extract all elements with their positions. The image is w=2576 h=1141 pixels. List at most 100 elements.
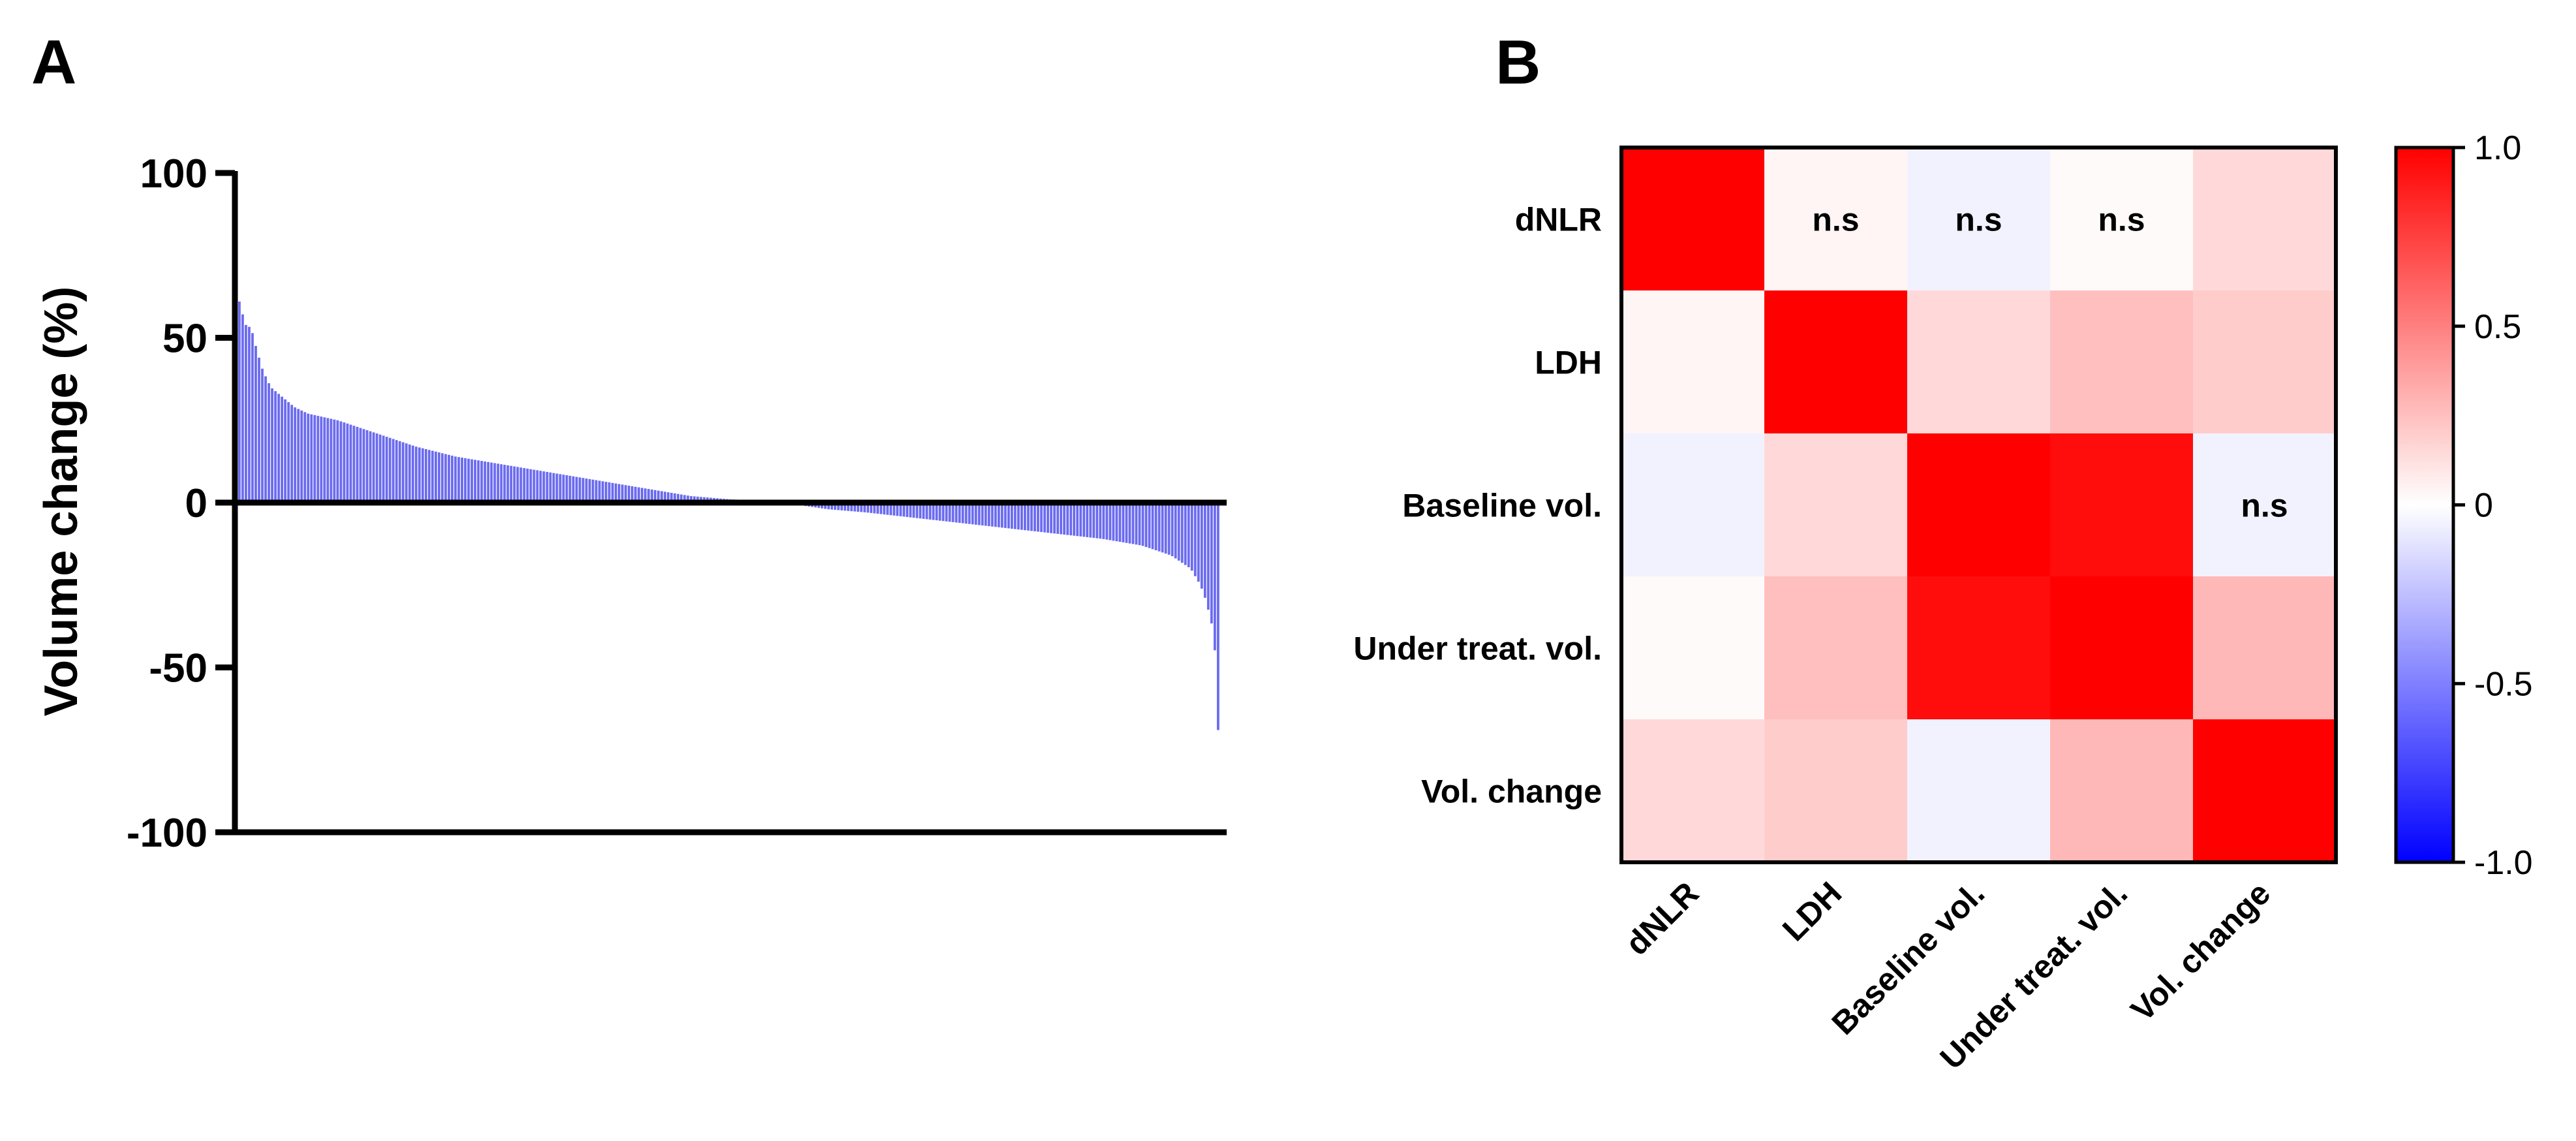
bar-6 xyxy=(254,345,257,503)
bar-225 xyxy=(971,503,974,525)
column-label: LDH xyxy=(1775,875,1848,948)
colorbar-ticks: 1.0 0.5 0 -0.5 -1.0 xyxy=(2453,129,2533,882)
bar-79 xyxy=(493,463,497,503)
bar-281 xyxy=(1154,503,1158,551)
bar-254 xyxy=(1066,503,1069,535)
bar-89 xyxy=(526,468,529,503)
bar-24 xyxy=(313,414,316,503)
bar-213 xyxy=(932,503,935,520)
bar-36 xyxy=(352,426,356,503)
heatmap-cell xyxy=(2050,576,2194,720)
bar-218 xyxy=(948,503,951,522)
bar-83 xyxy=(506,465,510,503)
bar-35 xyxy=(349,424,352,503)
bar-216 xyxy=(942,503,945,522)
bar-41 xyxy=(369,431,372,503)
bar-27 xyxy=(323,417,326,503)
bar-211 xyxy=(925,503,928,520)
bar-103 xyxy=(572,476,575,503)
bar-184 xyxy=(837,503,840,510)
bar-230 xyxy=(987,503,990,527)
bar-68 xyxy=(457,457,460,503)
bar-286 xyxy=(1171,503,1174,557)
bar-59 xyxy=(427,450,431,503)
bar-228 xyxy=(981,503,984,525)
bar-210 xyxy=(922,503,925,519)
bar-108 xyxy=(588,478,591,503)
bar-55 xyxy=(414,446,418,503)
significance-label: n.s xyxy=(2098,202,2145,238)
bar-9 xyxy=(264,376,267,503)
bar-29 xyxy=(330,418,333,503)
bar-5 xyxy=(251,333,254,503)
bar-276 xyxy=(1138,503,1141,546)
bar-257 xyxy=(1076,503,1079,537)
colorbar-tick-label: -0.5 xyxy=(2474,665,2533,703)
bar-255 xyxy=(1069,503,1073,536)
bar-234 xyxy=(1000,503,1004,528)
bar-237 xyxy=(1010,503,1013,529)
bar-183 xyxy=(834,503,836,510)
colorbar-tick-label: -1.0 xyxy=(2474,844,2533,882)
heatmap-cell xyxy=(1907,433,2051,577)
bar-16 xyxy=(287,402,290,503)
bar-118 xyxy=(621,484,624,503)
bar-114 xyxy=(607,482,611,503)
bar-62 xyxy=(438,452,440,503)
heatmap-cell xyxy=(1621,433,1765,577)
bar-125 xyxy=(644,488,647,503)
bar-248 xyxy=(1047,503,1049,533)
bar-86 xyxy=(516,467,519,503)
bar-294 xyxy=(1197,503,1200,582)
bar-130 xyxy=(660,491,663,503)
bar-287 xyxy=(1174,503,1177,559)
bar-20 xyxy=(300,410,303,503)
bar-240 xyxy=(1020,503,1023,530)
heatmap-cell xyxy=(1907,148,2051,291)
bar-232 xyxy=(994,503,997,527)
bar-282 xyxy=(1158,503,1161,552)
bar-67 xyxy=(454,456,457,503)
bar-50 xyxy=(398,441,401,503)
bar-188 xyxy=(850,503,853,512)
bar-85 xyxy=(513,466,516,503)
bar-74 xyxy=(477,460,480,503)
panel-a: A 100 50 0 -50 -100 Volume change (%) xyxy=(31,27,1227,856)
bar-246 xyxy=(1040,503,1043,533)
bar-134 xyxy=(673,493,677,503)
row-label: Vol. change xyxy=(1421,774,1602,810)
y-tick-label: -50 xyxy=(149,646,207,691)
bar-88 xyxy=(523,468,526,503)
bar-26 xyxy=(320,416,323,503)
panel-a-letter: A xyxy=(31,27,76,97)
significance-label: n.s xyxy=(1955,202,2002,238)
heatmap-cell xyxy=(1764,719,1908,863)
heatmap-cell xyxy=(2050,148,2194,291)
bar-220 xyxy=(955,503,958,523)
bar-253 xyxy=(1063,503,1066,535)
heatmap-cell xyxy=(2193,290,2337,434)
heatmap-cell xyxy=(2050,719,2194,863)
bar-270 xyxy=(1118,503,1122,542)
bar-195 xyxy=(873,503,876,514)
column-label: Vol. change xyxy=(2124,875,2277,1028)
bar-112 xyxy=(601,481,604,503)
bar-231 xyxy=(990,503,994,527)
bar-212 xyxy=(928,503,932,520)
heatmap-cell xyxy=(2193,576,2337,720)
bar-279 xyxy=(1148,503,1151,548)
bar-283 xyxy=(1161,503,1164,553)
y-tick-label: -100 xyxy=(127,811,207,856)
bar-239 xyxy=(1017,503,1020,530)
bar-252 xyxy=(1060,503,1062,535)
bar-3 xyxy=(245,324,247,503)
heatmap-cell xyxy=(1621,290,1765,434)
bar-57 xyxy=(421,448,424,503)
heatmap-cell xyxy=(1621,576,1765,720)
bar-54 xyxy=(411,445,414,503)
heatmap-cells xyxy=(1621,148,2337,863)
bar-219 xyxy=(951,503,955,522)
bar-121 xyxy=(631,486,634,503)
heatmap-cell xyxy=(1764,290,1908,434)
